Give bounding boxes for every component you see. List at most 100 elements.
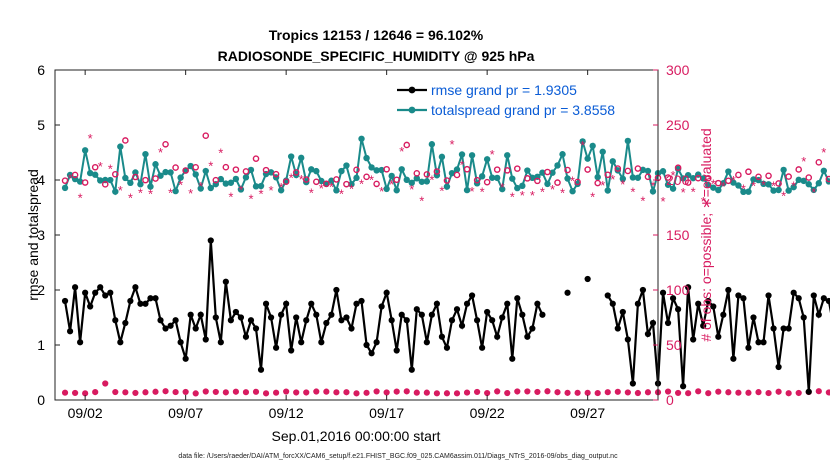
rmse-point bbox=[288, 347, 295, 354]
obs-possible-low-marker bbox=[474, 388, 481, 396]
obs-possible-low-marker bbox=[815, 388, 822, 395]
spread-point bbox=[730, 179, 737, 186]
obs-possible-marker bbox=[433, 168, 441, 175]
obs-evaluated-marker: * bbox=[439, 183, 444, 198]
spread-point bbox=[504, 152, 511, 159]
spread-point bbox=[222, 180, 230, 187]
rmse-point bbox=[127, 297, 134, 305]
rmse-point bbox=[659, 289, 667, 296]
spread-point bbox=[569, 188, 576, 195]
rmse-point bbox=[283, 300, 290, 307]
spread-point bbox=[619, 175, 627, 182]
spread-point bbox=[428, 141, 436, 148]
rmse-point bbox=[167, 322, 174, 329]
rmse-point bbox=[388, 317, 395, 324]
obs-evaluated-marker: * bbox=[620, 177, 625, 192]
obs-possible-marker bbox=[614, 165, 622, 172]
obs-possible-low-marker bbox=[453, 390, 461, 397]
obs-evaluated-marker: * bbox=[399, 144, 404, 159]
spread-point bbox=[815, 180, 822, 187]
spread-point bbox=[614, 167, 621, 174]
obs-possible-marker bbox=[805, 174, 813, 181]
rmse-point bbox=[468, 292, 476, 299]
obs-possible-low-marker bbox=[574, 389, 581, 396]
x-tick-label: 09/27 bbox=[570, 405, 605, 421]
obs-possible-low-marker bbox=[353, 390, 360, 397]
y-left-tick-label: 4 bbox=[37, 172, 45, 188]
obs-evaluated-marker: * bbox=[560, 186, 565, 201]
rmse-point bbox=[117, 339, 124, 346]
obs-possible-marker bbox=[353, 166, 360, 174]
rmse-point bbox=[755, 339, 762, 346]
rmse-point bbox=[715, 333, 722, 340]
rmse-point bbox=[499, 314, 506, 321]
rmse-point bbox=[333, 286, 340, 294]
obs-possible-low-marker bbox=[112, 388, 119, 396]
spread-point bbox=[725, 168, 732, 175]
spread-point bbox=[720, 180, 727, 187]
obs-possible-low-marker bbox=[293, 389, 300, 396]
obs-evaluated-marker: * bbox=[98, 159, 103, 174]
rmse-point bbox=[448, 317, 456, 324]
spread-point bbox=[740, 188, 747, 196]
rmse-point bbox=[669, 295, 677, 302]
rmse-point bbox=[509, 355, 516, 362]
x-tick-label: 09/22 bbox=[470, 405, 505, 421]
obs-possible-low-marker bbox=[514, 388, 521, 395]
rmse-point bbox=[750, 314, 757, 321]
rmse-point bbox=[725, 286, 732, 294]
rmse-point bbox=[197, 311, 204, 318]
obs-possible-low-marker bbox=[363, 389, 370, 396]
obs-possible-low-marker bbox=[333, 389, 340, 396]
spread-point bbox=[710, 184, 717, 191]
obs-possible-low-marker bbox=[122, 389, 129, 396]
obs-possible-low-marker bbox=[675, 389, 682, 397]
spread-point bbox=[458, 151, 466, 158]
spread-point bbox=[252, 183, 260, 190]
obs-possible-marker bbox=[383, 165, 390, 173]
obs-evaluated-marker: * bbox=[721, 179, 726, 194]
spread-point bbox=[700, 175, 707, 182]
obs-evaluated-marker: * bbox=[459, 158, 464, 173]
rmse-point bbox=[182, 355, 189, 362]
spread-point bbox=[287, 153, 295, 160]
spread-point bbox=[172, 187, 179, 195]
spread-point bbox=[348, 181, 355, 188]
spread-point bbox=[514, 184, 521, 192]
obs-possible-low-marker bbox=[222, 389, 229, 396]
x-tick-label: 09/17 bbox=[369, 405, 404, 421]
obs-evaluated-marker: * bbox=[741, 181, 746, 196]
y-right-tick-label: 150 bbox=[666, 227, 690, 243]
rmse-point bbox=[805, 388, 812, 395]
obs-possible-low-marker bbox=[273, 389, 280, 396]
rmse-point bbox=[604, 292, 611, 299]
obs-possible-low-marker bbox=[313, 388, 320, 395]
obs-possible-low-marker bbox=[192, 390, 199, 397]
obs-evaluated-marker: * bbox=[339, 186, 344, 201]
obs-evaluated-marker: * bbox=[671, 168, 676, 183]
spread-point bbox=[438, 153, 446, 161]
spread-point bbox=[127, 179, 134, 187]
spread-point bbox=[61, 184, 69, 192]
rmse-point bbox=[810, 292, 817, 299]
rmse-point bbox=[519, 311, 526, 318]
spread-point bbox=[544, 180, 551, 188]
obs-evaluated-marker: * bbox=[238, 182, 243, 197]
spread-point bbox=[443, 183, 451, 190]
obs-possible-low-marker bbox=[594, 389, 601, 397]
rmse-point bbox=[710, 303, 717, 310]
rmse-point bbox=[328, 311, 335, 318]
rmse-point bbox=[740, 295, 747, 302]
rmse-point bbox=[649, 319, 657, 327]
obs-possible-low-marker bbox=[634, 389, 642, 397]
rmse-point bbox=[639, 286, 647, 294]
obs-possible-marker bbox=[815, 159, 823, 166]
obs-evaluated-marker: * bbox=[168, 185, 173, 200]
rmse-point bbox=[72, 284, 79, 291]
rmse-point bbox=[237, 314, 245, 321]
obs-possible-marker bbox=[503, 167, 511, 174]
rmse-point bbox=[66, 328, 74, 335]
obs-evaluated-marker: * bbox=[751, 178, 756, 193]
obs-possible-low-marker bbox=[262, 390, 270, 397]
rmse-point bbox=[534, 300, 541, 307]
